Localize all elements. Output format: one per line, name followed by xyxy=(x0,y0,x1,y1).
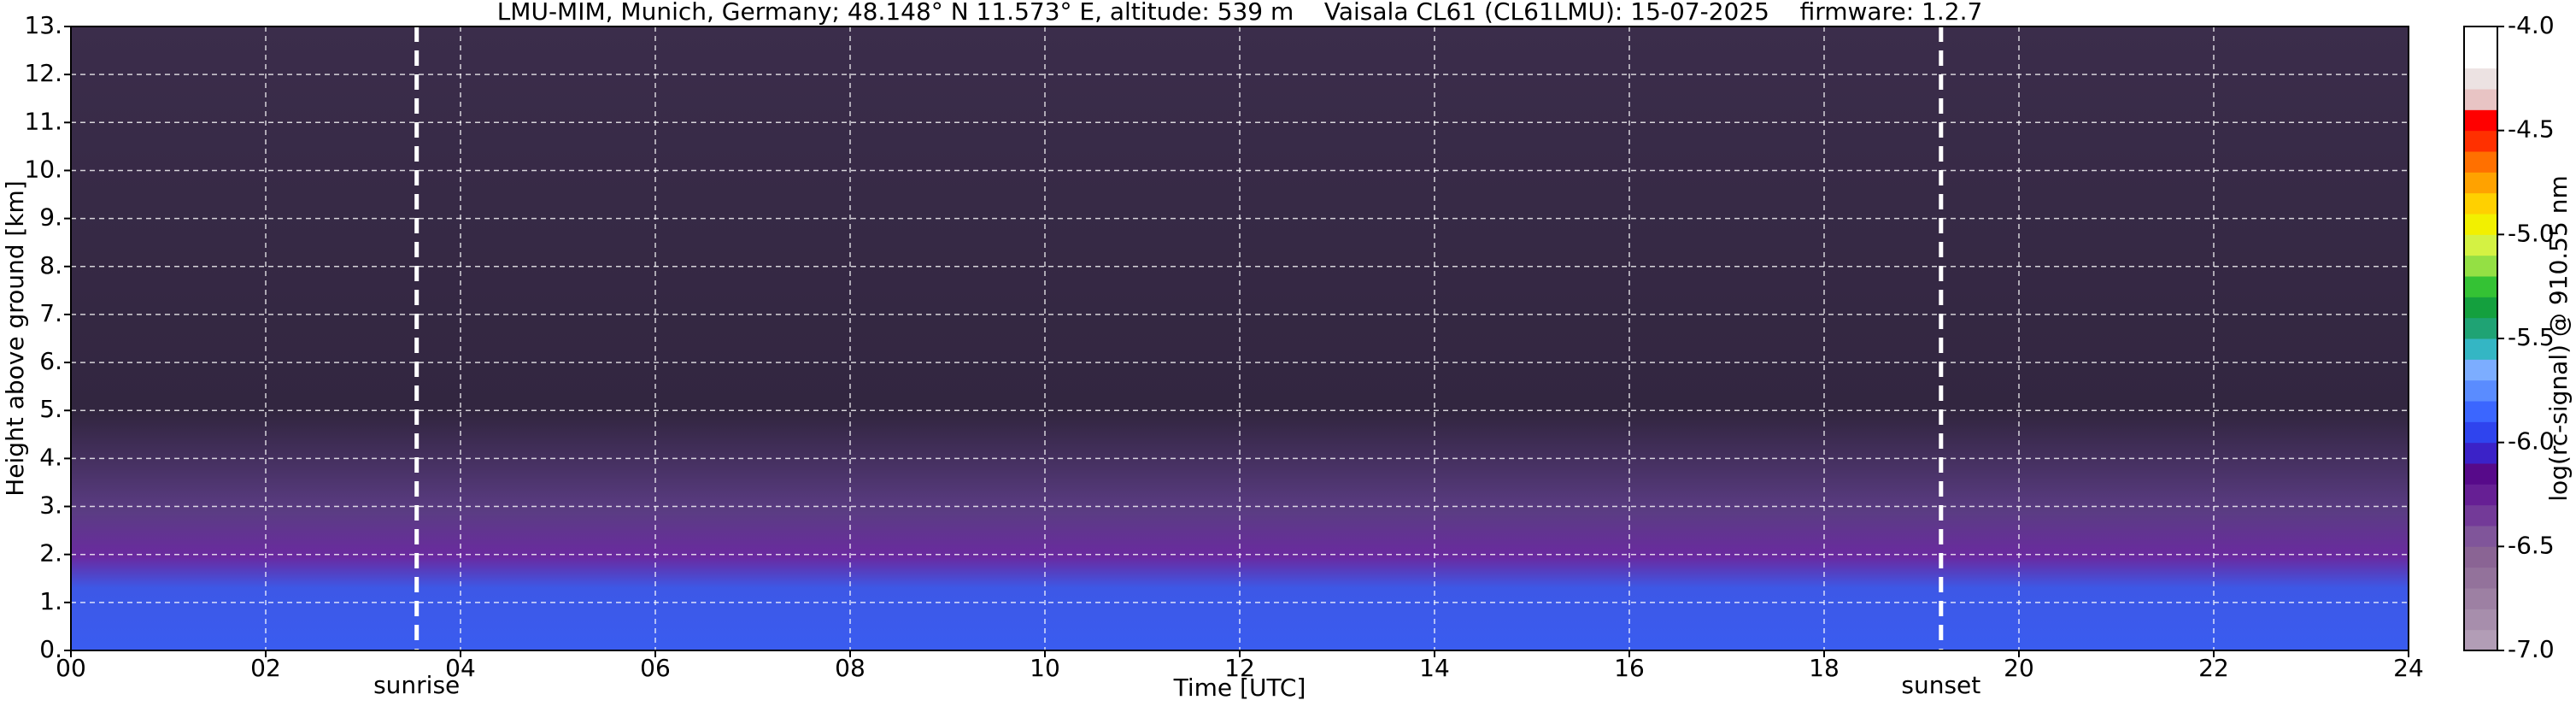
colorbar-band xyxy=(2464,484,2497,506)
colorbar-band xyxy=(2464,338,2497,360)
y-tick-label: 8. xyxy=(39,251,62,279)
colorbar-tick-label: -5.0 xyxy=(2508,219,2555,247)
y-tick-label: 11. xyxy=(24,107,62,135)
y-tick-label: 7. xyxy=(39,299,62,327)
colorbar-tick-label: -4.5 xyxy=(2508,115,2555,144)
x-tick-label: 18 xyxy=(1809,654,1840,682)
colorbar-tick-label: -4.0 xyxy=(2508,11,2555,39)
x-tick-label: 08 xyxy=(835,654,866,682)
colorbar-band xyxy=(2464,276,2497,297)
colorbar-band xyxy=(2464,359,2497,381)
colorbar-band xyxy=(2464,629,2497,651)
colorbar-band xyxy=(2464,47,2497,69)
y-tick-label: 9. xyxy=(39,203,62,232)
colorbar-band xyxy=(2464,379,2497,402)
x-tick-label: 22 xyxy=(2198,654,2229,682)
colorbar-band xyxy=(2464,68,2497,90)
colorbar-band xyxy=(2464,172,2497,194)
plot-frame xyxy=(70,26,2409,651)
colorbar-label: log(rc-signal) @ 910.55 nm xyxy=(2544,175,2573,501)
colorbar-band xyxy=(2464,504,2497,527)
y-tick-label: 10. xyxy=(24,155,62,183)
x-tick-label: 02 xyxy=(250,654,281,682)
colorbar-band xyxy=(2464,234,2497,256)
y-tick-label: 2. xyxy=(39,539,62,568)
chart-title: LMU-MIM, Munich, Germany; 48.148° N 11.5… xyxy=(497,0,1983,26)
x-tick-label: 00 xyxy=(56,654,86,682)
colorbar-band xyxy=(2464,421,2497,444)
colorbar-band xyxy=(2464,401,2497,422)
y-tick-label: 6. xyxy=(39,347,62,375)
y-tick-label: 5. xyxy=(39,395,62,423)
colorbar-band xyxy=(2464,317,2497,339)
colorbar-band xyxy=(2464,442,2497,464)
colorbar-band xyxy=(2464,297,2497,319)
colorbar-band xyxy=(2464,463,2497,485)
colorbar-band xyxy=(2464,567,2497,589)
y-axis-label: Height above ground [km] xyxy=(1,180,29,497)
x-tick-label: 12 xyxy=(1224,654,1255,682)
colorbar-band xyxy=(2464,26,2497,48)
x-tick-label: 04 xyxy=(445,654,476,682)
colorbar-band xyxy=(2464,546,2497,568)
colorbar-band xyxy=(2464,109,2497,132)
colorbar-band xyxy=(2464,130,2497,152)
y-tick-label: 0. xyxy=(39,635,62,663)
colorbar-band xyxy=(2464,151,2497,173)
annotation-label: sunrise xyxy=(373,671,460,699)
colorbar-tick-label: -7.0 xyxy=(2508,635,2555,663)
x-tick-label: 24 xyxy=(2393,654,2424,682)
y-tick-label: 1. xyxy=(39,587,62,615)
colorbar-band xyxy=(2464,526,2497,547)
colorbar-tick-label: -6.0 xyxy=(2508,427,2555,456)
x-tick-label: 06 xyxy=(640,654,671,682)
annotation-label: sunset xyxy=(1901,671,1980,699)
x-tick-label: 14 xyxy=(1419,654,1450,682)
x-tick-label: 16 xyxy=(1614,654,1645,682)
x-axis-label: Time [UTC] xyxy=(1173,674,1306,702)
y-tick-label: 13. xyxy=(24,11,62,39)
colorbar-band xyxy=(2464,255,2497,277)
y-tick-label: 3. xyxy=(39,491,62,520)
colorbar-tick-label: -5.5 xyxy=(2508,323,2555,351)
y-tick-label: 4. xyxy=(39,443,62,471)
colorbar-band xyxy=(2464,214,2497,235)
x-tick-label: 20 xyxy=(2004,654,2034,682)
x-tick-label: 10 xyxy=(1030,654,1060,682)
colorbar-band xyxy=(2464,192,2497,215)
y-tick-label: 12. xyxy=(24,59,62,87)
colorbar-tick-label: -6.5 xyxy=(2508,531,2555,559)
colorbar-band xyxy=(2464,609,2497,631)
colorbar-band xyxy=(2464,89,2497,110)
colorbar-band xyxy=(2464,588,2497,609)
